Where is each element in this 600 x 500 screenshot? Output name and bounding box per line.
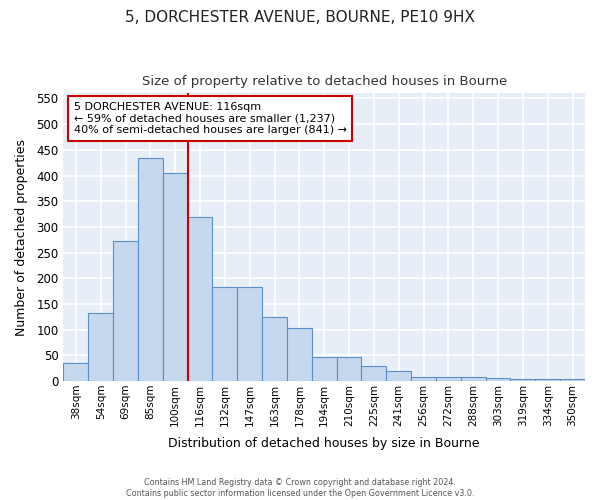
Title: Size of property relative to detached houses in Bourne: Size of property relative to detached ho… <box>142 75 507 88</box>
Bar <box>511 379 535 381</box>
Bar <box>163 173 188 381</box>
Bar <box>535 379 560 381</box>
Bar <box>312 358 337 381</box>
Bar <box>212 287 237 381</box>
Text: 5 DORCHESTER AVENUE: 116sqm
← 59% of detached houses are smaller (1,237)
40% of : 5 DORCHESTER AVENUE: 116sqm ← 59% of det… <box>74 102 347 135</box>
Bar <box>113 242 138 381</box>
Bar <box>386 370 411 381</box>
Text: 5, DORCHESTER AVENUE, BOURNE, PE10 9HX: 5, DORCHESTER AVENUE, BOURNE, PE10 9HX <box>125 10 475 25</box>
Bar <box>411 377 436 381</box>
Bar <box>237 288 262 381</box>
Bar <box>262 317 287 381</box>
Bar <box>361 366 386 381</box>
Y-axis label: Number of detached properties: Number of detached properties <box>15 138 28 336</box>
Text: Contains HM Land Registry data © Crown copyright and database right 2024.
Contai: Contains HM Land Registry data © Crown c… <box>126 478 474 498</box>
Bar <box>337 358 361 381</box>
Bar <box>64 363 88 381</box>
Bar <box>485 378 511 381</box>
Bar <box>461 377 485 381</box>
Bar <box>436 378 461 381</box>
Bar <box>188 216 212 381</box>
X-axis label: Distribution of detached houses by size in Bourne: Distribution of detached houses by size … <box>169 437 480 450</box>
Bar <box>560 379 585 381</box>
Bar <box>138 158 163 381</box>
Bar <box>88 312 113 381</box>
Bar <box>287 328 312 381</box>
